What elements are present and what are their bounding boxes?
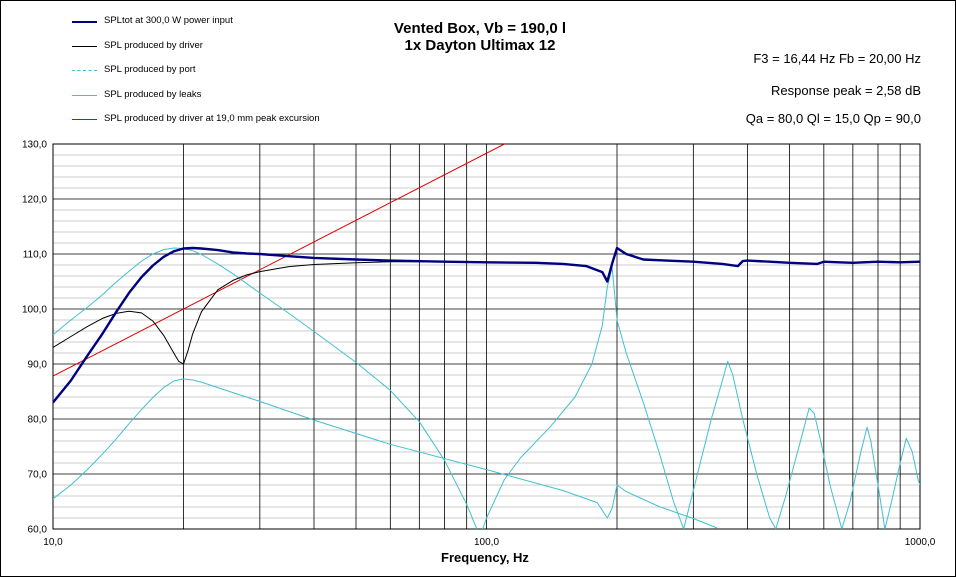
series-line-1 — [53, 261, 487, 365]
y-tick-label: 110,0 — [23, 250, 48, 261]
chart-subtitle: 1x Dayton Ultimax 12 — [404, 37, 556, 54]
series-line-0 — [53, 246, 920, 404]
legend-swatch — [72, 21, 97, 23]
series-resonance-line — [884, 437, 920, 529]
x-tick-label: 10,0 — [43, 537, 63, 548]
annotation-response-peak: Response peak = 2,58 dB — [771, 83, 921, 98]
y-tick-label: 80,0 — [28, 415, 48, 426]
series-resonance-line — [775, 407, 843, 529]
series-resonance-line — [841, 426, 886, 529]
legend-label-excursion: SPL produced by driver at 19,0 mm peak e… — [104, 113, 320, 124]
legend-label-leaks: SPL produced by leaks — [104, 88, 202, 100]
chart-title: Vented Box, Vb = 190,0 l — [393, 20, 567, 37]
x-axis-label: Frequency, Hz — [441, 550, 529, 565]
legend-swatch — [72, 45, 97, 47]
y-tick-label: 70,0 — [28, 470, 48, 481]
annotation-f3-fb: F3 = 16,44 Hz Fb = 20,00 Hz — [753, 51, 921, 66]
y-tick-label: 90,0 — [28, 360, 48, 371]
series-line-2 — [53, 247, 478, 529]
y-tick-label: 100,0 — [22, 305, 47, 316]
series-resonance-line — [683, 360, 777, 529]
series-resonance-line — [482, 267, 685, 529]
series-line-3 — [53, 378, 718, 529]
legend-label-driver: SPL produced by driver — [104, 39, 203, 51]
y-tick-label: 130,0 — [22, 140, 47, 151]
y-tick-label: 60,0 — [28, 525, 48, 536]
x-tick-label: 1000,0 — [905, 537, 936, 548]
legend-swatch — [72, 94, 97, 96]
annotation-q-values: Qa = 80,0 Ql = 15,0 Qp = 90,0 — [745, 111, 921, 126]
y-tick-label: 120,0 — [22, 195, 47, 206]
legend-swatch — [72, 70, 97, 71]
plot-border — [52, 143, 921, 530]
x-tick-label: 100,0 — [474, 537, 499, 548]
legend-swatch — [72, 119, 97, 120]
series-line-4 — [53, 144, 505, 377]
legend-label-port: SPL produced by port — [104, 64, 196, 75]
legend-label-spltot: SPLtot at 300,0 W power input — [104, 15, 233, 26]
